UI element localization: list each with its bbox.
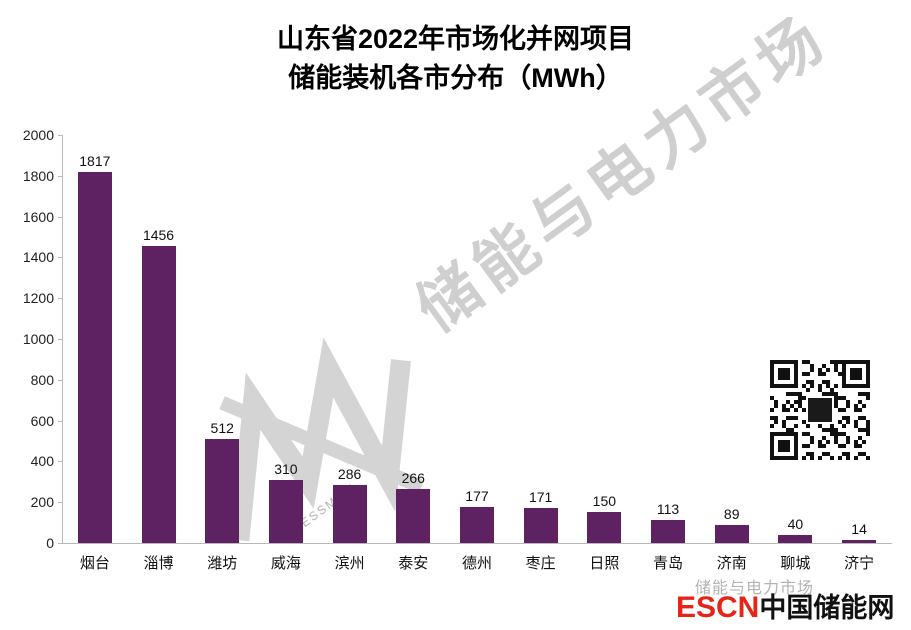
y-tick-mark	[58, 257, 63, 259]
x-tick-label: 滨州	[334, 555, 365, 572]
bar	[714, 525, 749, 543]
bar-slot: 1456	[127, 227, 191, 543]
bar	[651, 520, 686, 543]
y-tick-mark	[58, 461, 63, 463]
x-tick-label: 德州	[461, 555, 492, 572]
footer-brand-escn: ESCN	[676, 591, 760, 624]
bar-value-label: 177	[465, 488, 489, 504]
y-tick-label: 1600	[22, 208, 54, 225]
bar-slot: 89	[700, 506, 764, 543]
bar-slot: 171	[509, 489, 573, 543]
qr-center-logo-icon	[806, 396, 834, 424]
bar-value-label: 286	[337, 466, 362, 482]
bar	[778, 535, 813, 543]
y-tick-mark	[58, 379, 63, 381]
footer-brand-cnesa: 中国储能网	[759, 593, 895, 623]
chart-title: 山东省2022年市场化并网项目 储能装机各市分布（MWh）	[0, 20, 911, 98]
y-tick-label: 1200	[22, 290, 54, 307]
x-axis-line	[62, 543, 892, 544]
x-tick-label: 济南	[716, 555, 747, 572]
y-tick-label: 2000	[22, 127, 54, 143]
y-tick-label: 200	[30, 494, 54, 511]
bar-value-label: 171	[528, 489, 553, 505]
bar	[77, 172, 112, 543]
y-tick-mark	[58, 543, 63, 544]
bar-slot: 40	[764, 516, 828, 543]
y-tick-mark	[58, 298, 63, 300]
footer-brand: ESCN中国储能网	[676, 586, 894, 625]
bar	[587, 512, 622, 543]
bar-value-label: 150	[592, 493, 617, 509]
x-tick-label: 淄博	[143, 555, 174, 572]
x-tick-label: 枣庄	[525, 555, 556, 572]
bar	[268, 480, 303, 543]
y-tick-label: 0	[46, 535, 54, 551]
bar-slot: 512	[190, 420, 254, 543]
y-tick-label: 600	[30, 412, 54, 429]
bar-value-label: 113	[656, 501, 680, 517]
bar	[523, 508, 558, 543]
y-tick-mark	[58, 175, 63, 177]
y-tick-mark	[58, 420, 63, 422]
bar-value-label: 310	[274, 461, 298, 477]
chart-title-line2: 储能装机各市分布（MWh）	[288, 63, 623, 94]
y-tick-label: 1000	[22, 331, 54, 347]
x-tick-label: 威海	[270, 555, 301, 572]
bar-value-label: 40	[787, 516, 804, 532]
x-tick-label: 烟台	[79, 555, 110, 572]
y-tick-label: 1800	[22, 167, 54, 184]
x-tick-label: 泰安	[398, 555, 429, 572]
y-tick-mark	[58, 135, 63, 136]
y-tick-mark	[58, 339, 63, 340]
y-tick-mark	[58, 502, 63, 504]
bar	[332, 485, 367, 543]
bar	[205, 439, 240, 543]
bar-slot: 1817	[63, 153, 127, 543]
x-tick-label: 潍坊	[207, 555, 238, 572]
x-tick-label: 日照	[589, 555, 620, 572]
bar-slot: 286	[318, 466, 382, 543]
bar-slot: 266	[381, 470, 445, 543]
bar	[141, 246, 176, 543]
y-tick-label: 800	[30, 371, 54, 388]
bar-slot: 177	[445, 488, 509, 543]
bar-slot: 14	[827, 521, 891, 543]
bar-value-label: 1456	[142, 227, 175, 243]
y-tick-label: 400	[30, 453, 54, 470]
bar-value-label: 14	[851, 521, 867, 537]
x-tick-label: 青岛	[653, 555, 684, 572]
y-tick-mark	[58, 216, 63, 218]
x-tick-label: 聊城	[780, 555, 811, 572]
x-axis-labels: 烟台 淄博 潍坊 威海 滨州 泰安 德州 枣庄 日照 青岛 济南 聊城 济宁	[63, 552, 891, 573]
bar-value-label: 266	[401, 470, 425, 486]
bar-slot: 113	[636, 501, 700, 543]
bar	[842, 540, 877, 543]
bar	[396, 489, 431, 543]
bar-value-label: 1817	[79, 153, 111, 169]
bar-value-label: 512	[210, 420, 234, 436]
chart-title-line1: 山东省2022年市场化并网项目	[276, 24, 635, 54]
bar-value-label: 89	[723, 506, 740, 522]
bar	[459, 507, 494, 543]
y-tick-label: 1400	[22, 249, 54, 266]
bars-area: 1817 1456 512 310 286 266 177 171 150 113 89 40 14	[63, 135, 891, 543]
bar-slot: 310	[254, 461, 318, 543]
x-tick-label: 济宁	[844, 555, 875, 572]
bar-slot: 150	[573, 493, 637, 543]
